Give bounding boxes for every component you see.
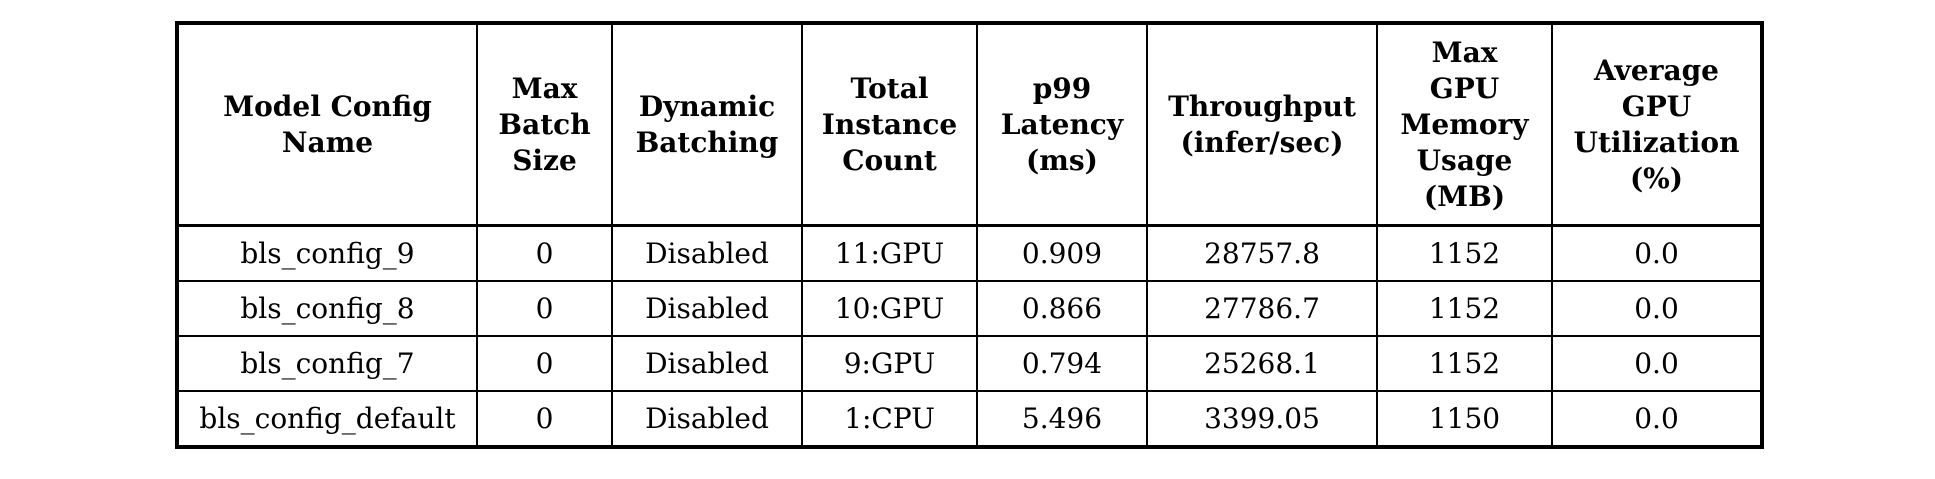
column-header-model-config-name: Model Config Name: [176, 22, 478, 227]
cell-throughput: 28757.8: [1146, 224, 1378, 282]
cell-max-gpu-memory-usage: 1150: [1376, 390, 1553, 448]
cell-max-gpu-memory-usage: 1152: [1376, 224, 1553, 282]
cell-throughput: 25268.1: [1146, 335, 1378, 392]
table-body: bls_config_9 0 Disabled 11:GPU 0.909 287…: [176, 224, 1763, 448]
cell-throughput: 27786.7: [1146, 280, 1378, 337]
cell-model-config-name: bls_config_7: [176, 335, 478, 392]
cell-max-batch-size: 0: [476, 280, 613, 337]
column-header-p99-latency: p99 Latency (ms): [976, 22, 1148, 227]
cell-max-batch-size: 0: [476, 335, 613, 392]
model-config-report-table: Model Config Name Max Batch Size Dynamic…: [175, 21, 1764, 449]
column-header-max-gpu-memory-usage: Max GPU Memory Usage (MB): [1376, 22, 1553, 227]
table-row: bls_config_8 0 Disabled 10:GPU 0.866 277…: [176, 280, 1763, 337]
cell-total-instance-count: 11:GPU: [801, 224, 978, 282]
cell-dynamic-batching: Disabled: [611, 390, 803, 448]
table-row: bls_config_7 0 Disabled 9:GPU 0.794 2526…: [176, 335, 1763, 392]
column-header-dynamic-batching: Dynamic Batching: [611, 22, 803, 227]
cell-p99-latency: 5.496: [976, 390, 1148, 448]
cell-p99-latency: 0.866: [976, 280, 1148, 337]
cell-p99-latency: 0.909: [976, 224, 1148, 282]
cell-average-gpu-utilization: 0.0: [1551, 224, 1763, 282]
cell-dynamic-batching: Disabled: [611, 224, 803, 282]
cell-total-instance-count: 1:CPU: [801, 390, 978, 448]
cell-total-instance-count: 10:GPU: [801, 280, 978, 337]
cell-max-gpu-memory-usage: 1152: [1376, 280, 1553, 337]
column-header-max-batch-size: Max Batch Size: [476, 22, 613, 227]
cell-max-batch-size: 0: [476, 224, 613, 282]
column-header-average-gpu-utilization: Average GPU Utilization (%): [1551, 22, 1763, 227]
cell-average-gpu-utilization: 0.0: [1551, 335, 1763, 392]
cell-dynamic-batching: Disabled: [611, 335, 803, 392]
table-row: bls_config_default 0 Disabled 1:CPU 5.49…: [176, 390, 1763, 448]
cell-max-batch-size: 0: [476, 390, 613, 448]
table-row: bls_config_9 0 Disabled 11:GPU 0.909 287…: [176, 224, 1763, 282]
column-header-throughput: Throughput (infer/sec): [1146, 22, 1378, 227]
cell-average-gpu-utilization: 0.0: [1551, 390, 1763, 448]
cell-total-instance-count: 9:GPU: [801, 335, 978, 392]
cell-model-config-name: bls_config_default: [176, 390, 478, 448]
cell-p99-latency: 0.794: [976, 335, 1148, 392]
column-header-total-instance-count: Total Instance Count: [801, 22, 978, 227]
cell-max-gpu-memory-usage: 1152: [1376, 335, 1553, 392]
cell-model-config-name: bls_config_8: [176, 280, 478, 337]
header-row: Model Config Name Max Batch Size Dynamic…: [176, 22, 1763, 227]
table-header: Model Config Name Max Batch Size Dynamic…: [176, 22, 1763, 227]
cell-throughput: 3399.05: [1146, 390, 1378, 448]
cell-dynamic-batching: Disabled: [611, 280, 803, 337]
cell-model-config-name: bls_config_9: [176, 224, 478, 282]
cell-average-gpu-utilization: 0.0: [1551, 280, 1763, 337]
